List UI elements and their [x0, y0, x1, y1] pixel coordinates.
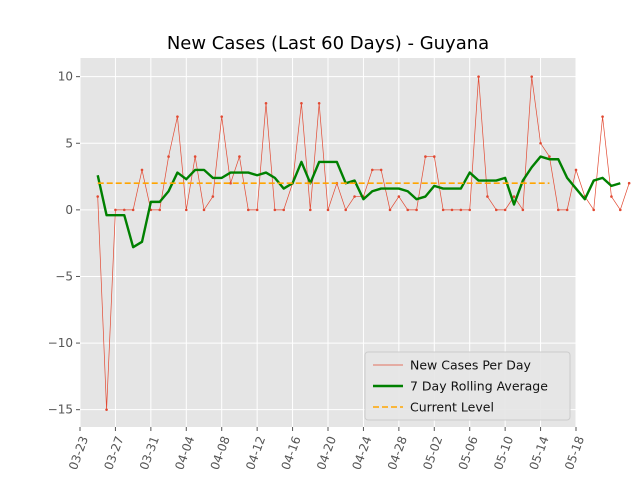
new-cases-point [122, 208, 126, 212]
x-axis: 03-23 03-27 03-31 04-04 04-08 04-12 04-16 04-20… [66, 427, 587, 472]
x-tick-label: 04-24 [349, 434, 374, 472]
new-cases-point [167, 155, 170, 158]
new-cases-point [370, 168, 374, 172]
new-cases-point [521, 208, 525, 212]
x-tick-label: 05-10 [491, 434, 516, 472]
new-cases-point [548, 155, 551, 158]
new-cases-point [308, 208, 312, 212]
new-cases-point [574, 168, 578, 172]
x-tick-label: 05-18 [562, 434, 587, 472]
series-layer [96, 75, 631, 411]
new-cases-point [246, 208, 250, 212]
new-cases-point [379, 168, 383, 172]
new-cases-point [344, 208, 348, 212]
new-cases-point [317, 101, 321, 105]
new-cases-point [503, 208, 507, 212]
chart-title: New Cases (Last 60 Days) - Guyana [167, 33, 489, 54]
legend-label: 7 Day Rolling Average [410, 379, 548, 394]
new-cases-point [450, 208, 454, 212]
new-cases-point [193, 155, 197, 158]
new-cases-point [512, 195, 516, 198]
legend: New Cases Per Day 7 Day Rolling Average Cu… [364, 351, 571, 421]
new-cases-point [220, 115, 224, 118]
new-cases-point [627, 181, 631, 185]
new-cases-point [530, 75, 534, 78]
new-cases-point [114, 208, 117, 212]
legend-label: New Cases Per Day [410, 358, 531, 373]
new-cases-point [326, 208, 330, 212]
x-tick-label: 04-08 [208, 434, 233, 472]
new-cases-point [176, 115, 179, 118]
new-cases-point [539, 141, 542, 145]
new-cases-point [477, 75, 480, 78]
new-cases-point [468, 208, 472, 212]
new-cases-point [140, 168, 144, 172]
new-cases-point [131, 208, 135, 212]
new-cases-point [158, 208, 162, 212]
new-cases-point [300, 101, 303, 105]
y-axis: 10 5 0 −5 −10 −15 [48, 70, 80, 417]
new-cases-point [494, 208, 498, 212]
y-tick-label: −5 [55, 269, 73, 283]
x-tick-label: 03-23 [66, 434, 91, 472]
x-tick-label: 04-16 [279, 434, 304, 472]
new-cases-point [441, 208, 445, 212]
new-cases-point [432, 155, 436, 158]
new-cases-point [96, 195, 100, 198]
legend-box [364, 351, 571, 421]
y-tick-label: 10 [58, 70, 73, 84]
new-cases-point [601, 115, 604, 118]
y-tick-label: −15 [48, 403, 73, 417]
x-tick-label: 05-14 [527, 434, 552, 472]
new-cases-point [273, 208, 277, 212]
new-cases-point [610, 195, 613, 198]
new-cases-point [105, 408, 108, 411]
new-cases-point [486, 195, 489, 198]
new-cases-point [388, 208, 392, 212]
x-tick-label: 05-02 [420, 434, 445, 472]
new-cases-point [397, 195, 401, 198]
y-tick-label: 5 [65, 136, 73, 150]
y-tick-label: 0 [65, 203, 73, 217]
new-cases-point [184, 208, 188, 212]
new-cases-point [353, 195, 356, 198]
new-cases-point [211, 195, 215, 198]
new-cases-point [556, 208, 560, 212]
x-tick-label: 03-31 [137, 434, 162, 472]
new-cases-point [238, 155, 241, 158]
new-cases-point [565, 208, 569, 212]
new-cases-point [229, 181, 232, 185]
new-cases-point [618, 208, 622, 212]
new-cases-point [202, 208, 206, 212]
new-cases-point [264, 101, 268, 105]
x-tick-label: 04-28 [385, 434, 410, 472]
x-tick-label: 04-20 [314, 434, 339, 472]
new-cases-point [592, 208, 596, 212]
legend-label: Current Level [410, 400, 494, 415]
new-cases-point [459, 208, 463, 212]
x-tick-label: 04-12 [243, 434, 268, 472]
new-cases-point [406, 208, 410, 212]
y-tick-label: −10 [48, 336, 73, 350]
x-tick-label: 05-06 [456, 434, 481, 472]
x-tick-label: 03-27 [101, 434, 126, 472]
new-cases-point [255, 208, 259, 212]
new-cases-point [424, 155, 427, 158]
x-tick-label: 04-04 [172, 434, 197, 472]
series-rolling-average-line [96, 155, 621, 249]
new-cases-point [415, 208, 418, 212]
new-cases-point [282, 208, 286, 212]
